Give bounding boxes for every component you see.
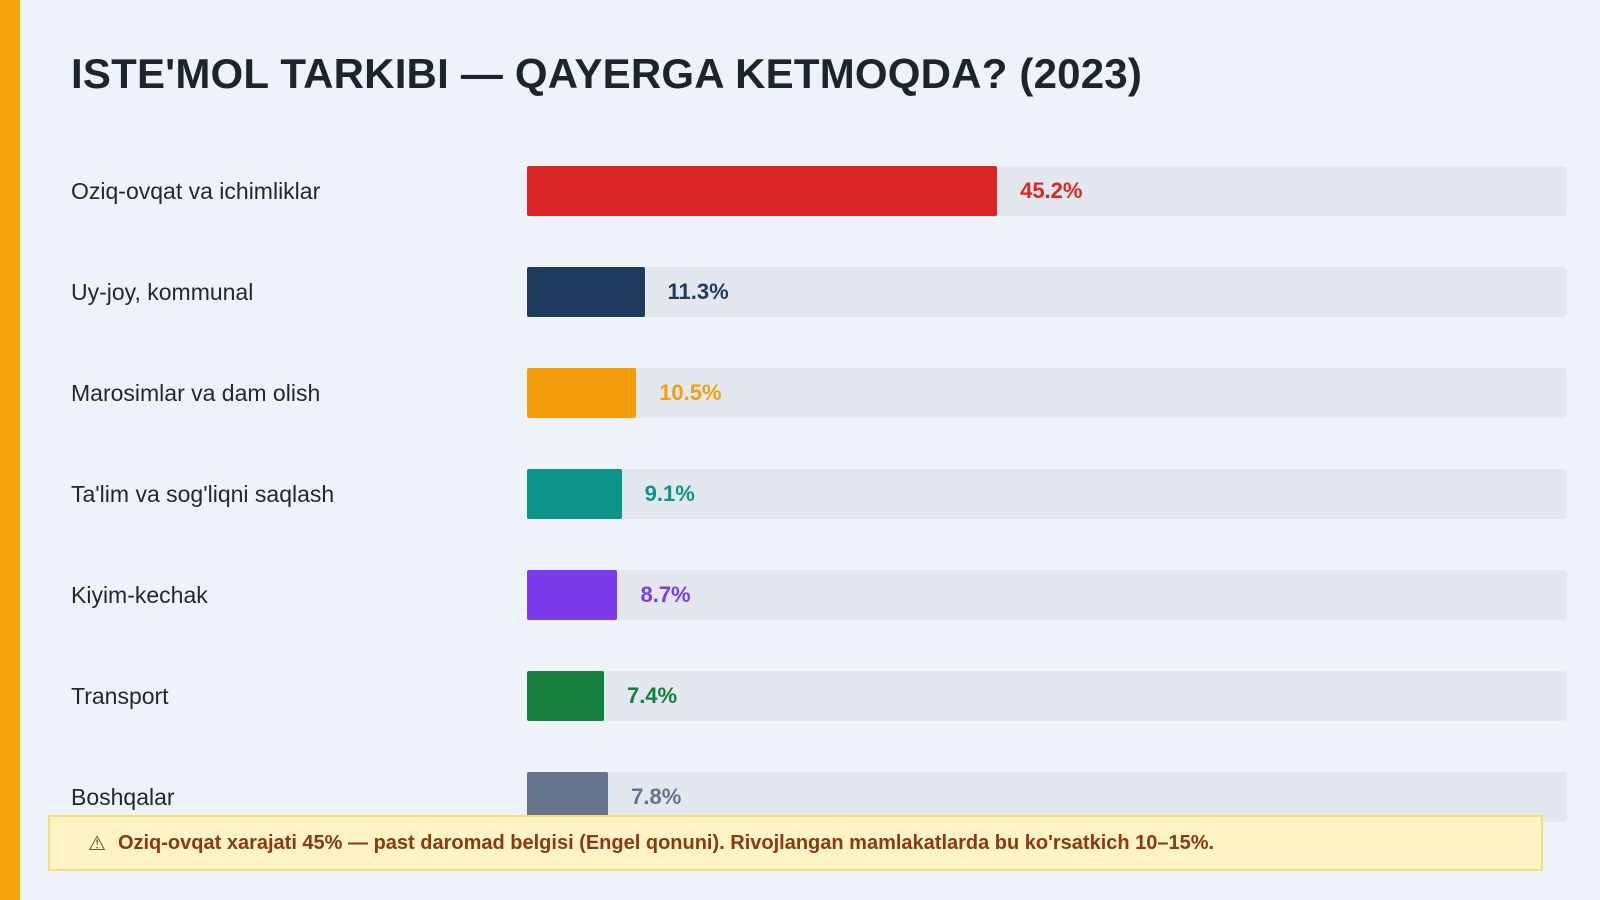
category-label: Oziq-ovqat va ichimliklar <box>71 178 321 204</box>
category-label: Kiyim-kechak <box>71 582 208 608</box>
bar-row: Marosimlar va dam olish 10.5% <box>0 368 1600 418</box>
bar <box>527 570 618 620</box>
bar <box>527 671 604 721</box>
bar-track <box>527 267 1567 317</box>
category-label: Uy-joy, kommunal <box>71 279 254 305</box>
bar-track <box>527 469 1567 519</box>
value-label: 11.3% <box>667 279 729 304</box>
category-label: Boshqalar <box>71 784 175 810</box>
accent-strip <box>0 0 20 900</box>
bar <box>527 368 637 418</box>
bar-row: Boshqalar 7.8% <box>0 772 1600 822</box>
note-text: Oziq-ovqat xarajati 45% — past daromad b… <box>117 831 1215 854</box>
value-label: 8.7% <box>640 582 691 607</box>
bar-track <box>527 671 1567 721</box>
value-label: 10.5% <box>659 380 722 405</box>
value-label: 9.1% <box>644 481 695 506</box>
category-label: Ta'lim va sog'liqni saqlash <box>71 481 335 507</box>
value-label: 7.8% <box>631 784 682 809</box>
bar <box>527 166 998 216</box>
bar-track <box>527 368 1567 418</box>
bar <box>527 469 622 519</box>
bar <box>527 267 645 317</box>
bar-row: Ta'lim va sog'liqni saqlash 9.1% <box>0 469 1600 519</box>
bar-track <box>527 570 1567 620</box>
category-label: Marosimlar va dam olish <box>71 380 321 406</box>
chart-title: ISTE'MOL TARKIBI — QAYERGA KETMOQDA? (20… <box>71 50 1143 97</box>
bar-row: Oziq-ovqat va ichimliklar 45.2% <box>0 166 1600 216</box>
warning-icon: ⚠ <box>88 831 106 855</box>
value-label: 45.2% <box>1020 178 1083 203</box>
bar-row: Uy-joy, kommunal 11.3% <box>0 267 1600 317</box>
bar-row: Transport 7.4% <box>0 671 1600 721</box>
bar-track <box>527 772 1567 822</box>
bar <box>527 772 609 822</box>
bar-row: Kiyim-kechak 8.7% <box>0 570 1600 620</box>
info-note: ⚠ Oziq-ovqat xarajati 45% — past daromad… <box>48 815 1543 871</box>
value-label: 7.4% <box>626 683 678 708</box>
category-label: Transport <box>71 683 169 709</box>
